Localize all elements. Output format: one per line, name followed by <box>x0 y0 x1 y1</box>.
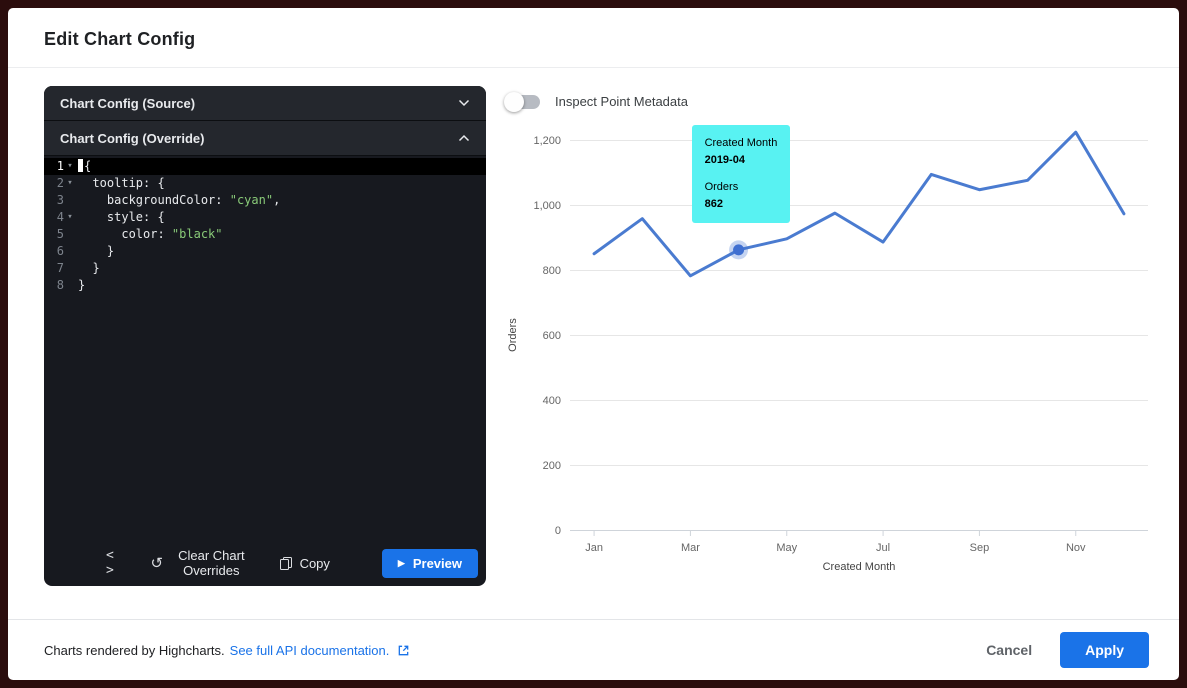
cancel-button[interactable]: Cancel <box>980 634 1038 666</box>
svg-text:1,200: 1,200 <box>533 135 561 147</box>
orders-series-line <box>592 130 1126 278</box>
edit-chart-config-dialog: Edit Chart Config Chart Config (Source) … <box>8 8 1179 680</box>
orders-line-chart[interactable]: 0 200 400 600 800 1,000 1,200 Jan Mar May Jul Sep No… <box>504 116 1164 588</box>
section-chart-config-override[interactable]: Chart Config (Override) <box>44 121 486 156</box>
code-line-content: } <box>78 244 115 258</box>
svg-text:800: 800 <box>543 265 561 277</box>
inspect-point-metadata-toggle[interactable] <box>504 91 540 112</box>
code-line-content: style: { <box>78 210 165 224</box>
x-axis-title: Created Month <box>823 561 896 573</box>
code-line-content: { <box>78 158 91 175</box>
preview-button[interactable]: ▶ Preview <box>381 548 478 578</box>
fold-spacer <box>64 192 76 209</box>
svg-text:Nov: Nov <box>1066 542 1086 554</box>
footer-credit-row: Charts rendered by Highcharts. See full … <box>44 643 410 658</box>
chart-config-editor-panel: Chart Config (Source) Chart Config (Over… <box>44 86 486 586</box>
fold-spacer <box>64 260 76 277</box>
code-line-content: color: "black" <box>78 227 223 241</box>
chevron-down-icon <box>458 99 470 107</box>
fold-spacer <box>64 243 76 260</box>
chart-preview-area: Inspect Point Metadata 0 200 400 600 800 1,00… <box>504 86 1164 619</box>
clear-chart-overrides-label: Clear Chart Overrides <box>178 548 245 578</box>
svg-text:400: 400 <box>543 395 561 407</box>
svg-text:Jul: Jul <box>876 542 890 554</box>
svg-text:Jan: Jan <box>585 542 603 554</box>
code-line-6[interactable]: 6 } <box>44 243 486 260</box>
code-editor[interactable]: 1 ▾{2 ▾ tooltip: {3 backgroundColor: "cyan… <box>44 156 486 540</box>
code-line-2[interactable]: 2 ▾ tooltip: { <box>44 175 486 192</box>
toggle-row: Inspect Point Metadata <box>504 86 1164 114</box>
dialog-footer: Charts rendered by Highcharts. See full … <box>8 619 1179 680</box>
copy-button[interactable]: Copy <box>279 556 330 571</box>
restore-icon: ↺ <box>150 554 164 572</box>
line-number: 3 <box>56 193 64 207</box>
chevron-up-icon <box>458 134 470 142</box>
editor-toolbar: < > ↺ Clear Chart Overrides Copy <box>44 540 486 586</box>
code-line-8[interactable]: 8} <box>44 277 486 294</box>
toggle-knob <box>504 91 524 112</box>
inspect-point-metadata-label: Inspect Point Metadata <box>555 94 688 109</box>
dialog-title: Edit Chart Config <box>44 29 196 49</box>
line-number: 7 <box>56 261 64 275</box>
chart-canvas[interactable]: 0 200 400 600 800 1,000 1,200 Jan Mar May Jul Sep No… <box>504 116 1164 588</box>
section-override-label: Chart Config (Override) <box>60 130 205 146</box>
fold-toggle-icon[interactable]: ▾ <box>67 212 73 222</box>
line-number: 6 <box>56 244 64 258</box>
code-line-4[interactable]: 4 ▾ style: { <box>44 209 486 226</box>
chart-tooltip: Created Month 2019-04 Orders 862 <box>691 124 791 223</box>
code-format-icon[interactable]: < > <box>106 548 115 578</box>
text-cursor <box>78 159 83 172</box>
section-chart-config-source[interactable]: Chart Config (Source) <box>44 86 486 121</box>
fold-toggle-icon[interactable]: ▾ <box>67 178 73 188</box>
line-number: 4 <box>56 210 64 224</box>
line-number: 8 <box>56 278 64 292</box>
dialog-header: Edit Chart Config <box>8 8 1179 68</box>
copy-icon <box>279 557 292 570</box>
code-line-7[interactable]: 7 } <box>44 260 486 277</box>
line-number: 2 <box>56 176 64 190</box>
fold-spacer <box>64 226 76 243</box>
svg-text:Sep: Sep <box>970 542 990 554</box>
code-line-content: } <box>78 261 100 275</box>
section-source-label: Chart Config (Source) <box>60 95 196 111</box>
svg-text:200: 200 <box>543 460 561 472</box>
line-number: 5 <box>56 227 64 241</box>
footer-actions: Cancel Apply <box>980 632 1149 668</box>
tooltip-y-label: Orders <box>704 180 739 193</box>
tooltip-x-value: 2019-04 <box>704 153 745 166</box>
code-line-content: tooltip: { <box>78 176 165 190</box>
code-line-3[interactable]: 3 backgroundColor: "cyan", <box>44 192 486 209</box>
svg-text:600: 600 <box>543 330 561 342</box>
api-docs-link[interactable]: See full API documentation. <box>229 642 390 658</box>
copy-label: Copy <box>299 555 330 571</box>
fold-toggle-icon[interactable]: ▾ <box>67 161 73 171</box>
line-number: 1 <box>56 159 64 173</box>
highlighted-point <box>733 244 745 256</box>
code-line-5[interactable]: 5 color: "black" <box>44 226 486 243</box>
y-axis-title: Orders <box>507 318 519 352</box>
code-line-content: } <box>78 278 86 292</box>
highcharts-credit: Charts rendered by Highcharts. <box>44 642 225 658</box>
tooltip-y-value: 862 <box>704 197 723 210</box>
code-line-1[interactable]: 1 ▾ { <box>44 158 486 175</box>
preview-label: Preview <box>412 555 462 571</box>
svg-text:May: May <box>776 542 797 554</box>
fold-spacer <box>64 277 76 294</box>
apply-button[interactable]: Apply <box>1060 632 1149 668</box>
svg-text:Mar: Mar <box>681 542 700 554</box>
tooltip-x-label: Created Month <box>704 136 778 149</box>
play-icon: ▶ <box>397 557 405 568</box>
svg-text:0: 0 <box>555 525 561 537</box>
svg-text:1,000: 1,000 <box>533 200 561 212</box>
external-link-icon[interactable] <box>397 644 410 657</box>
dialog-body: Chart Config (Source) Chart Config (Over… <box>8 68 1179 619</box>
code-line-content: backgroundColor: "cyan", <box>78 193 281 207</box>
clear-chart-overrides-button[interactable]: ↺ Clear Chart Overrides <box>151 548 253 578</box>
